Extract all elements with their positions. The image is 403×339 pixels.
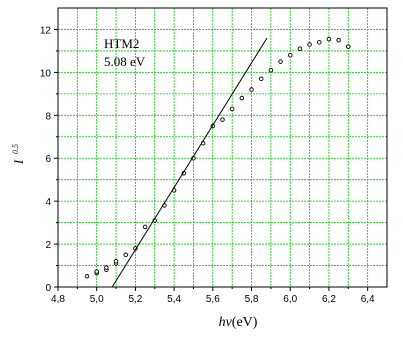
y-tick-label: 0 bbox=[45, 283, 51, 294]
x-axis-label-symbol: hν bbox=[219, 315, 233, 330]
x-tick-label: 5,6 bbox=[206, 294, 220, 305]
y-tick-label: 2 bbox=[45, 240, 51, 251]
annotation-sample: HTM2 bbox=[104, 36, 139, 51]
data-point bbox=[123, 252, 128, 258]
data-point bbox=[84, 274, 90, 279]
data-point bbox=[336, 37, 341, 43]
y-tick-label: 4 bbox=[45, 197, 51, 208]
fit-line-group bbox=[111, 37, 268, 288]
axis-ticks bbox=[54, 28, 369, 291]
data-point bbox=[317, 40, 322, 45]
data-point bbox=[268, 67, 274, 73]
plot-frame bbox=[57, 7, 388, 288]
x-tick-label: 6,0 bbox=[283, 294, 297, 305]
data-point bbox=[346, 44, 351, 49]
x-tick-label: 4,8 bbox=[51, 294, 65, 305]
data-point bbox=[297, 46, 303, 52]
data-point bbox=[113, 258, 119, 264]
data-point bbox=[249, 87, 254, 92]
data-point bbox=[326, 36, 332, 42]
y-tick-label: 10 bbox=[40, 68, 52, 79]
y-tick-label: 8 bbox=[45, 111, 51, 122]
x-tick-label: 5,8 bbox=[245, 294, 259, 305]
tick-labels: 4,8 5,0 5,2 5,4 5,6 5,8 6,0 6,2 6,4 0 2 4 6 8 10 12 bbox=[40, 25, 375, 305]
x-axis-label-unit: (eV) bbox=[232, 315, 258, 330]
y-axis-label: I 0.5 bbox=[11, 144, 26, 165]
y-axis-label-exponent: 0.5 bbox=[11, 144, 20, 154]
data-point bbox=[229, 106, 235, 112]
x-tick-label: 6,2 bbox=[322, 294, 336, 305]
data-point bbox=[258, 76, 264, 82]
y-axis-label-base: I bbox=[11, 159, 26, 165]
x-tick-label: 5,0 bbox=[90, 294, 104, 305]
x-tick-label: 5,4 bbox=[167, 294, 181, 305]
x-tick-label: 5,2 bbox=[128, 294, 142, 305]
data-point bbox=[239, 95, 245, 101]
x-axis-label: hν(eV) bbox=[219, 315, 258, 330]
y-tick-label: 6 bbox=[45, 154, 51, 165]
data-point bbox=[104, 265, 109, 270]
data-point bbox=[307, 42, 312, 47]
data-point bbox=[94, 269, 99, 274]
data-point bbox=[220, 117, 225, 122]
data-point bbox=[142, 224, 148, 230]
x-tick-label: 6,4 bbox=[361, 294, 375, 305]
y-tick-label: 12 bbox=[40, 25, 52, 36]
annotation-threshold: 5.08 eV bbox=[104, 54, 146, 69]
data-points bbox=[84, 36, 351, 279]
data-point bbox=[287, 52, 293, 58]
data-point bbox=[278, 59, 283, 64]
fit-line bbox=[111, 37, 268, 288]
